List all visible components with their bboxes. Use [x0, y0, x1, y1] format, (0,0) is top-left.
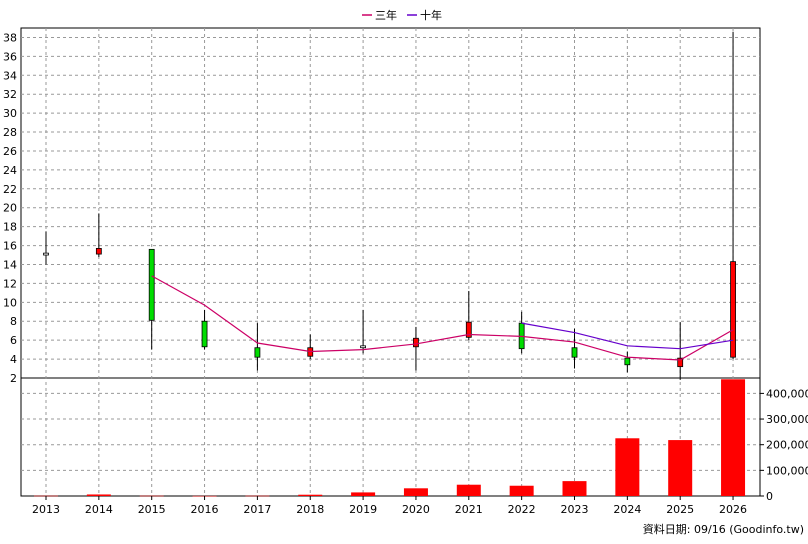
price-tick-label: 26: [3, 145, 17, 158]
price-tick-label: 16: [3, 240, 17, 253]
legend-label: 十年: [420, 8, 442, 22]
price-tick-label: 8: [10, 315, 17, 328]
x-tick-label: 2016: [191, 503, 219, 516]
price-tick-label: 10: [3, 296, 17, 309]
candle-2020: [413, 326, 419, 371]
x-tick-label: 2015: [138, 503, 166, 516]
volume-tick-label: 300,000: [766, 413, 808, 426]
axes: 24681012141618202224262830323436380100,0…: [3, 31, 808, 516]
price-tick-label: 14: [3, 258, 17, 271]
candle-2019: [360, 309, 367, 354]
grid-layer: [20, 27, 761, 497]
candle-2013: [43, 231, 49, 265]
price-tick-label: 24: [3, 164, 17, 177]
candle-2023: [571, 328, 578, 369]
x-tick-label: 2025: [666, 503, 694, 516]
moving-average-lines: [151, 275, 734, 361]
candle-body: [43, 252, 49, 256]
volume-tick-label: 200,000: [766, 439, 808, 452]
x-tick-label: 2020: [402, 503, 430, 516]
candle-body: [624, 357, 631, 366]
volume-bar-2022: [509, 485, 534, 496]
candle-2014: [95, 213, 102, 257]
price-tick-label: 36: [3, 50, 17, 63]
volume-bar-2021: [456, 484, 481, 496]
price-tick-label: 20: [3, 202, 17, 215]
x-tick-label: 2018: [296, 503, 324, 516]
candle-2017: [254, 323, 261, 371]
x-tick-label: 2022: [508, 503, 536, 516]
candle-body: [360, 345, 367, 349]
price-tick-label: 34: [3, 69, 17, 82]
candle-2021: [465, 290, 472, 341]
candle-body: [571, 347, 578, 358]
volume-bar-2024: [615, 438, 640, 496]
series-line-十年: [521, 322, 734, 350]
x-tick-label: 2026: [719, 503, 747, 516]
price-tick-label: 12: [3, 277, 17, 290]
price-tick-label: 22: [3, 183, 17, 196]
x-tick-label: 2021: [455, 503, 483, 516]
volume-tick-label: 100,000: [766, 464, 808, 477]
legend-label: 三年: [375, 8, 397, 22]
price-tick-label: 28: [3, 126, 17, 139]
price-tick-label: 32: [3, 88, 17, 101]
candle-2016: [201, 309, 208, 350]
x-tick-label: 2014: [85, 503, 113, 516]
candle-body: [465, 321, 472, 338]
candle-2025: [677, 322, 684, 380]
volume-tick-label: 0: [766, 490, 773, 503]
legend: 三年 十年: [362, 8, 442, 22]
price-tick-label: 4: [10, 353, 17, 366]
x-tick-label: 2024: [613, 503, 641, 516]
volume-bar-2020: [403, 488, 428, 496]
candle-body: [254, 347, 261, 358]
data-date-footer: 資料日期: 09/16 (Goodinfo.tw): [643, 522, 804, 536]
candle-2026: [730, 31, 736, 360]
volume-bar-2019: [351, 492, 376, 496]
volume-bars: [34, 379, 746, 497]
x-tick-label: 2013: [32, 503, 60, 516]
volume-bar-2013: [34, 495, 58, 497]
candle-body: [201, 320, 208, 348]
candle-body: [95, 248, 102, 255]
candle-body: [677, 357, 684, 368]
volume-bar-2014: [86, 494, 111, 496]
x-tick-label: 2019: [349, 503, 377, 516]
volume-tick-label: 400,000: [766, 387, 808, 400]
candle-2024: [624, 351, 631, 373]
candle-body: [148, 248, 155, 321]
volume-bar-2025: [668, 440, 693, 496]
series-line-三年: [151, 275, 734, 361]
x-tick-label: 2017: [243, 503, 271, 516]
price-tick-label: 2: [10, 372, 17, 385]
volume-bar-2018: [298, 494, 323, 496]
volume-bar-2023: [562, 481, 587, 496]
candle-2015: [148, 248, 155, 350]
x-tick-label: 2023: [561, 503, 589, 516]
volume-bar-2026: [721, 379, 746, 496]
price-tick-label: 30: [3, 107, 17, 120]
price-tick-label: 38: [3, 31, 17, 44]
plot-frame: [20, 27, 761, 497]
candle-body: [413, 337, 419, 348]
price-tick-label: 6: [10, 334, 17, 347]
volume-bar-2017: [245, 495, 270, 497]
price-tick-label: 18: [3, 221, 17, 234]
volume-bar-2015: [139, 495, 164, 497]
candle-body: [730, 261, 736, 358]
